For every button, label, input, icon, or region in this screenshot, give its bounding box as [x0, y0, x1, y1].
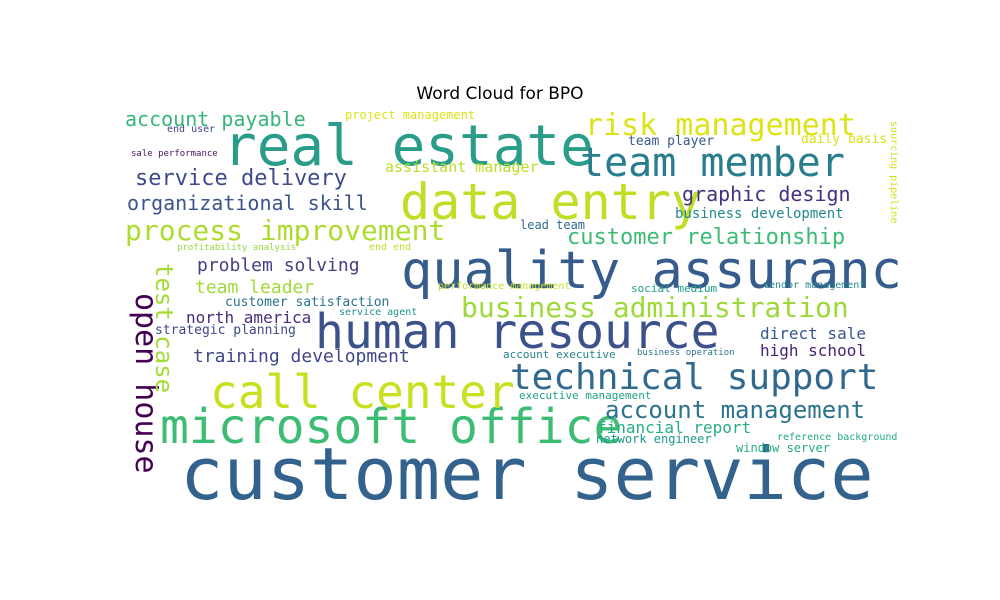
word-customer-relationship: customer relationship — [567, 225, 846, 250]
word-window-server: window server — [736, 441, 830, 455]
word-technical-support: technical support — [510, 357, 879, 398]
word-team-leader: team leader — [195, 277, 315, 298]
word-end-user: end user — [167, 124, 216, 135]
word-real-estate: real estate — [223, 114, 594, 179]
word-performance-management: performance management — [438, 281, 571, 292]
word-service-delivery: service delivery — [135, 166, 347, 191]
word-team-member: team member — [580, 140, 845, 186]
word-daily-basis: daily basis — [801, 132, 888, 147]
word-account-executive: account executive — [503, 348, 616, 361]
word-direct-sale: direct sale — [760, 324, 866, 343]
word-microsoft-office: microsoft office — [160, 399, 623, 455]
word-cloud: customer service quality assurance human r… — [125, 111, 900, 500]
chart-title: Word Cloud for BPO — [416, 84, 584, 104]
word-team-player: team player — [628, 134, 715, 149]
word-social-medium: social medium — [631, 282, 718, 295]
word-end-end: end end — [369, 242, 412, 253]
word-high-school: high school — [760, 341, 866, 360]
word-training-development: training development — [193, 346, 410, 367]
word-assistant-manager: assistant manager — [385, 158, 539, 176]
word-financial-report: financial report — [597, 418, 752, 437]
word-call-center: call center — [210, 365, 515, 419]
word-business-operation: business operation — [637, 348, 735, 358]
word-customer-service: customer service — [180, 432, 874, 500]
word-lead-team: lead team — [520, 218, 586, 232]
word-strategic-planning: strategic planning — [155, 323, 296, 338]
word-project-management: project management — [345, 111, 476, 122]
word-north-america: north america — [186, 308, 312, 327]
word-account-payable: account payable — [125, 111, 306, 131]
word-sale-performance: sale performance — [131, 149, 218, 159]
word-vendor-management: vendor management — [763, 280, 866, 291]
word-organizational-skill: organizational skill — [127, 191, 368, 215]
word-problem-solving: problem solving — [197, 255, 360, 276]
word-customer-satisfaction: customer satisfaction — [225, 295, 390, 310]
word-account-management: account management — [605, 396, 866, 424]
word-process-improvement: process improvement — [125, 214, 446, 247]
word-graphic-design: graphic design — [682, 182, 851, 206]
word-executive-management: executive management — [519, 389, 652, 402]
word-service-agent: service agent — [339, 307, 418, 318]
word-human-resource: human resource — [315, 304, 720, 360]
word-data-entry: data entry — [400, 173, 702, 231]
word-business-development: business development — [675, 206, 844, 222]
word-network-engineer: network engineer — [596, 432, 712, 446]
word-business-administration: business administration — [461, 291, 849, 324]
word-profitability-analysis: profitability analysis — [177, 243, 297, 253]
word-sourcing-pipeline: sourcing pipeline — [887, 121, 899, 224]
word-reference-background: reference background — [777, 432, 898, 443]
word-quality-assurance: quality assurance — [401, 241, 900, 301]
word-risk-management: risk management — [585, 111, 856, 143]
